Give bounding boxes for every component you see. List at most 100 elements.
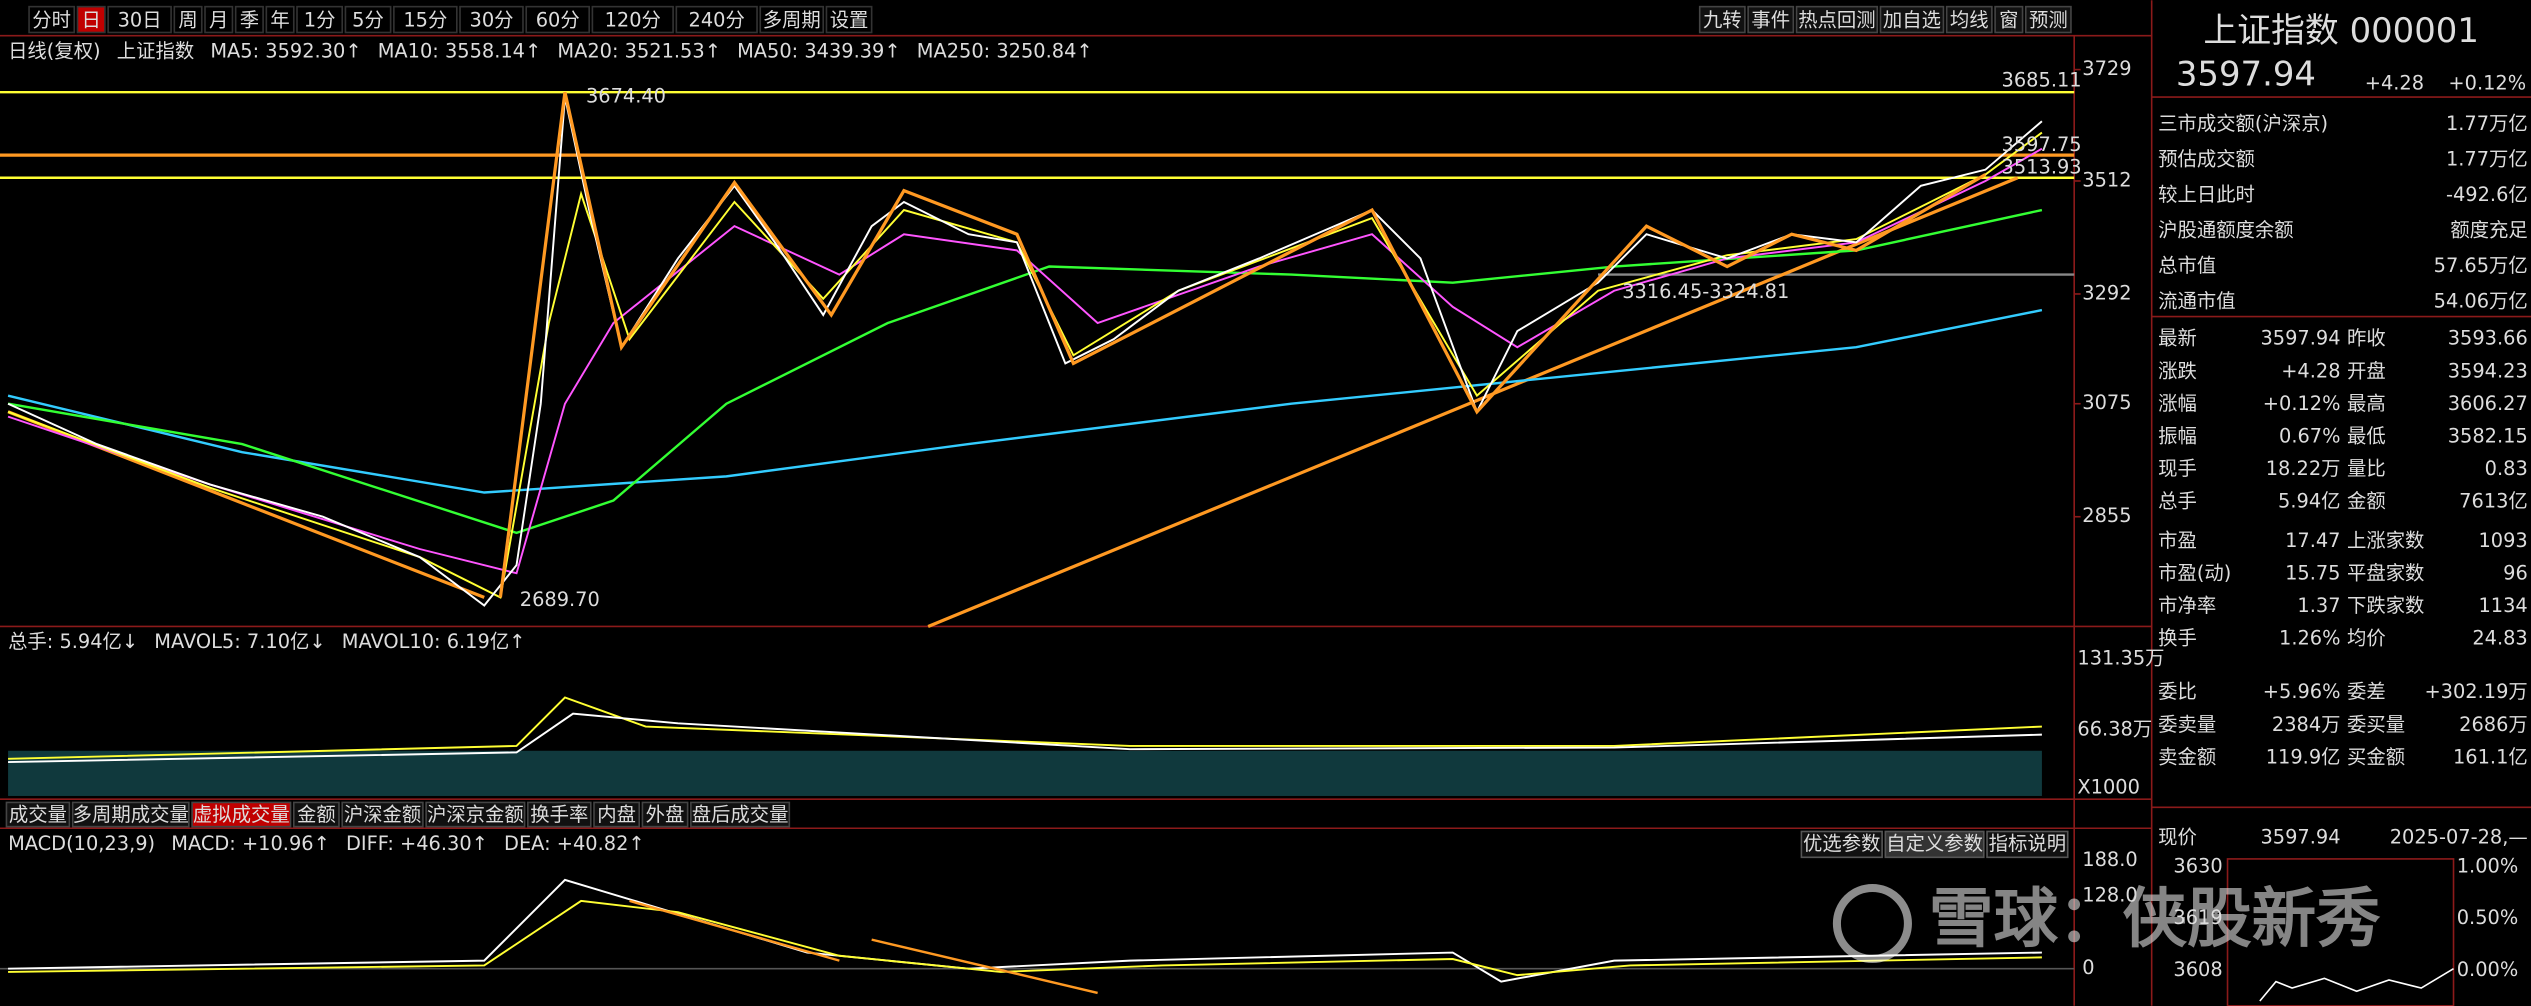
period-tab-bg[interactable] bbox=[759, 5, 825, 34]
stat-label: 买金额 bbox=[2347, 745, 2405, 768]
period-tab[interactable]: 季 bbox=[240, 9, 259, 32]
dea-line bbox=[8, 899, 2042, 977]
tool-button-bg[interactable] bbox=[1994, 5, 2024, 34]
tool-button[interactable]: 均线 bbox=[1950, 9, 1989, 32]
indicator-tab-bg[interactable] bbox=[5, 801, 71, 828]
period-tab-bg[interactable] bbox=[204, 5, 234, 34]
period-tab[interactable]: 30分 bbox=[470, 9, 514, 32]
price-axis-label: 3729 bbox=[2082, 57, 2131, 80]
period-tab[interactable]: 多周期 bbox=[763, 9, 821, 32]
price-line bbox=[7, 96, 2043, 607]
tool-button-bg[interactable] bbox=[1747, 5, 1795, 34]
stat-value: 1.26% bbox=[2279, 627, 2341, 650]
indicator-tab[interactable]: 成交量 bbox=[9, 803, 67, 826]
period-tab[interactable]: 分时 bbox=[32, 9, 71, 32]
indicator-tab[interactable]: 金额 bbox=[297, 803, 336, 826]
period-tab[interactable]: 120分 bbox=[605, 9, 661, 32]
price-annotation: 3674.40 bbox=[586, 85, 666, 108]
price-annotation: 3316.45-3324.81 bbox=[1622, 280, 1789, 303]
stat-value: 1134 bbox=[2478, 594, 2527, 617]
indicator-tab-bg[interactable] bbox=[690, 801, 791, 828]
indicator-tab[interactable]: 多周期成交量 bbox=[73, 803, 189, 826]
indicator-tab-bg[interactable] bbox=[71, 801, 190, 828]
macd-button-bg[interactable] bbox=[1986, 830, 2069, 859]
tool-button[interactable]: 预测 bbox=[2029, 9, 2068, 32]
indicator-tab[interactable]: 沪深金额 bbox=[344, 803, 421, 826]
period-tab-bg[interactable] bbox=[591, 5, 674, 34]
period-tab[interactable]: 月 bbox=[209, 9, 228, 32]
period-tab[interactable]: 设置 bbox=[830, 9, 869, 32]
period-tab-bg[interactable] bbox=[344, 5, 392, 34]
period-tab[interactable]: 240分 bbox=[689, 9, 745, 32]
tool-button-bg[interactable] bbox=[2024, 5, 2072, 34]
tool-button-bg[interactable] bbox=[1698, 5, 1746, 34]
macd-button-bg[interactable] bbox=[1800, 830, 1883, 859]
indicator-tab[interactable]: 内盘 bbox=[597, 803, 636, 826]
legend-item: 总手: 5.94亿↓ bbox=[8, 630, 138, 653]
legend-item: MAVOL5: 7.10亿↓ bbox=[154, 630, 325, 653]
period-tab-bg[interactable] bbox=[675, 5, 758, 34]
indicator-tab[interactable]: 盘后成交量 bbox=[692, 803, 789, 826]
indicator-tab[interactable]: 换手率 bbox=[530, 803, 588, 826]
indicator-tab-bg[interactable] bbox=[425, 801, 526, 828]
stat-label: 市盈 bbox=[2158, 529, 2197, 552]
tool-button-bg[interactable] bbox=[1795, 5, 1879, 34]
period-tab-bg[interactable] bbox=[76, 5, 106, 34]
stat-value: 2384万 bbox=[2272, 713, 2341, 736]
quote-value: 1.77万亿 bbox=[2446, 147, 2528, 170]
indicator-tab-bg[interactable] bbox=[191, 801, 292, 828]
indicator-tab[interactable]: 外盘 bbox=[646, 803, 685, 826]
stat-value: 3594.23 bbox=[2448, 359, 2528, 382]
stat-label: 涨跌 bbox=[2158, 359, 2197, 382]
stat-value: 5.94亿 bbox=[2278, 490, 2340, 513]
period-tab-bg[interactable] bbox=[825, 5, 873, 34]
stat-label: 卖金额 bbox=[2158, 745, 2216, 768]
period-tab-bg[interactable] bbox=[173, 5, 203, 34]
ma10-line bbox=[7, 131, 2043, 599]
tool-button[interactable]: 热点回测 bbox=[1798, 9, 1875, 32]
volume-drawing bbox=[8, 696, 2042, 796]
period-tab[interactable]: 日 bbox=[82, 9, 101, 32]
period-tab-bg[interactable] bbox=[234, 5, 264, 34]
indicator-tab-bg[interactable] bbox=[593, 801, 641, 828]
tool-button[interactable]: 九转 bbox=[1703, 9, 1742, 32]
quote-value: 57.65万亿 bbox=[2434, 254, 2528, 277]
macd-button[interactable]: 优选参数 bbox=[1803, 832, 1880, 855]
period-tab-bg[interactable] bbox=[265, 5, 295, 34]
mini-price: 3597.94 bbox=[2260, 825, 2340, 848]
ma250-line bbox=[7, 308, 2043, 494]
indicator-tab[interactable]: 虚拟成交量 bbox=[193, 803, 290, 826]
period-tab[interactable]: 15分 bbox=[403, 9, 447, 32]
period-tab[interactable]: 5分 bbox=[352, 9, 384, 32]
indicator-tab-bg[interactable] bbox=[292, 801, 340, 828]
quote-value: 1.77万亿 bbox=[2446, 112, 2528, 135]
macd-axis-label: 128.0 bbox=[2082, 884, 2137, 907]
indicator-tab-bg[interactable] bbox=[641, 801, 689, 828]
indicator-tab[interactable]: 沪深京金额 bbox=[427, 803, 524, 826]
stat-label: 量比 bbox=[2347, 457, 2386, 480]
indicator-tab-bg[interactable] bbox=[341, 801, 424, 828]
stat-value: 0.67% bbox=[2279, 424, 2341, 447]
macd-button[interactable]: 自定义参数 bbox=[1886, 832, 1983, 855]
tool-button[interactable]: 事件 bbox=[1751, 9, 1790, 32]
tool-button[interactable]: 窗 bbox=[1999, 9, 2018, 32]
period-tab-bg[interactable] bbox=[107, 5, 172, 34]
period-tab-bg[interactable] bbox=[525, 5, 590, 34]
indicator-tab-bg[interactable] bbox=[527, 801, 592, 828]
period-tab-bg[interactable] bbox=[393, 5, 458, 34]
period-tab-bg[interactable] bbox=[459, 5, 524, 34]
period-tab-bg[interactable] bbox=[296, 5, 344, 34]
tool-button-bg[interactable] bbox=[1879, 5, 1945, 34]
tool-button[interactable]: 加自选 bbox=[1883, 9, 1941, 32]
period-tab[interactable]: 周 bbox=[178, 9, 197, 32]
period-tab[interactable]: 年 bbox=[270, 9, 289, 32]
period-tab-bg[interactable] bbox=[28, 5, 76, 34]
macd-button-bg[interactable] bbox=[1884, 830, 1985, 859]
period-tab[interactable]: 30日 bbox=[118, 9, 162, 32]
macd-button[interactable]: 指标说明 bbox=[1989, 832, 2066, 855]
period-tab[interactable]: 60分 bbox=[536, 9, 580, 32]
period-tab[interactable]: 1分 bbox=[304, 9, 336, 32]
mini-time: 2025-07-28,— bbox=[2390, 825, 2528, 848]
stat-label: 最高 bbox=[2347, 392, 2386, 415]
tool-button-bg[interactable] bbox=[1945, 5, 1993, 34]
